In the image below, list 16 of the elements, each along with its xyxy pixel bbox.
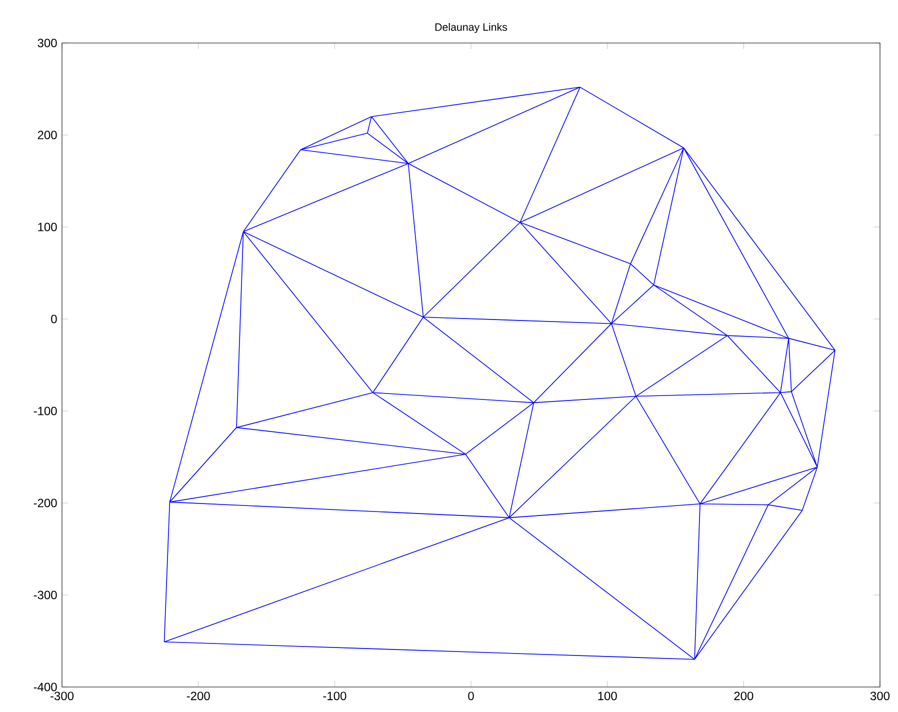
y-tick-label: -300 xyxy=(34,590,57,600)
x-tick-label: 100 xyxy=(598,692,617,700)
chart-title: Delaunay Links xyxy=(435,23,508,33)
y-tick-label: 200 xyxy=(38,130,57,140)
x-tick-label: -300 xyxy=(50,692,74,700)
y-tick-label: -100 xyxy=(34,406,57,416)
x-tick-label: 200 xyxy=(734,692,754,700)
y-tick-label: 300 xyxy=(38,38,57,48)
x-tick-label: 0 xyxy=(468,692,474,700)
y-tick-label: -200 xyxy=(34,498,57,508)
x-tick-label: 300 xyxy=(870,692,890,700)
y-tick-label: 0 xyxy=(51,314,57,324)
x-tick-label: -200 xyxy=(186,692,210,700)
y-tick-label: -400 xyxy=(34,682,57,692)
y-tick-label: 100 xyxy=(38,222,57,232)
x-tick-label: -100 xyxy=(323,692,346,700)
